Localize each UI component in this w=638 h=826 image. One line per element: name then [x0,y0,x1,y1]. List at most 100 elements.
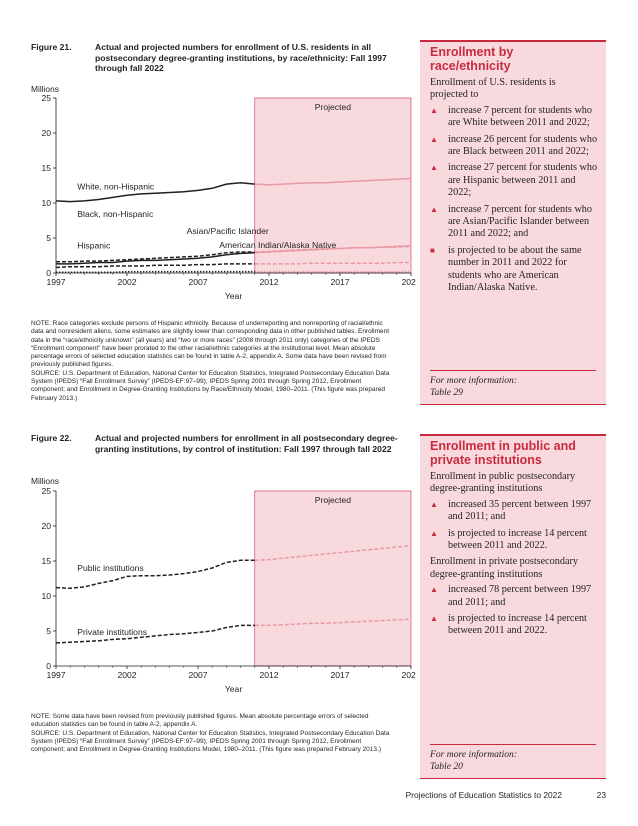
projected-region [254,97,412,274]
series-label-white-non-hispanic: White, non-Hispanic [77,182,155,192]
sidebar-2-title: Enrollment in public and private institu… [430,439,576,467]
triangle-up-icon: ▲ [430,528,438,538]
y-tick-label: 5 [46,233,51,243]
projected-label: Projected [315,102,352,112]
x-tick-label: 2007 [188,277,207,287]
list-item-text: increase 7 percent for students who are … [448,203,592,240]
list-item: ▲ is projected to increase 14 percent bet… [420,528,606,553]
sidebar-1-intro: Enrollment of U.S. residents is projecte… [430,77,556,101]
list-item: ▲ increased 35 percent between 1997 and 2… [420,499,606,524]
more-info-label: For more information: [430,375,518,386]
projected-label: Projected [315,495,352,505]
series-private-institutions-projected [254,618,412,627]
x-tick-label: 2022 [401,277,416,287]
series-public-institutions-actual [55,559,255,590]
series-black-non-hispanic-actual [56,251,255,263]
series-label-american-indian-alaska-native: American Indian/Alaska Native [219,240,336,250]
y-tick-label: 15 [41,556,51,566]
sidebar-2-public-intro: Enrollment in public postsecondary degre… [430,471,576,495]
sidebar-1-title: Enrollment by race/ethnicity [430,45,514,73]
sidebar-2-private-intro: Enrollment in private postsecondary degr… [430,556,578,580]
table-reference: Table 20 [430,760,463,772]
figure-21-units: Millions [31,84,59,94]
y-tick-label: 20 [41,128,51,138]
list-item: ▲ increased 78 percent between 1997 and 2… [420,584,606,609]
figure-22-units: Millions [31,476,59,486]
list-item: ■ is projected to be about the same numbe… [420,245,606,295]
square-icon: ■ [430,245,435,255]
triangle-up-icon: ▲ [430,614,438,624]
figure-21-title-text: Actual and projected numbers for enrollm… [95,42,387,74]
y-tick-label: 25 [41,486,51,496]
list-item: ▲ increase 27 percent for students who ar… [420,162,606,199]
y-tick-label: 5 [46,626,51,636]
sidebar-2-divider [430,744,596,745]
list-item-text: increase 7 percent for students who are … [448,104,592,129]
figure-21-chart: Projected 0 5 10 15 20 25 1997 2002 2007 2012 2017 2… [41,93,416,301]
list-item: ▲ is projected to increase 14 percent bet… [420,613,606,638]
figure-21-title: Figure 21. Actual and projected numbers … [31,42,411,76]
x-tick-label: 2012 [259,670,278,680]
figure-22-title: Figure 22. Actual and projected numbers … [31,433,411,467]
x-tick-label: 2002 [117,277,136,287]
series-american-indian-alaska-native-actual [56,270,255,274]
sidebar-1-divider [430,370,596,371]
series-label-public-institutions: Public institutions [77,563,143,573]
sidebar-1-more-info: For more information: Table 29 [430,375,517,398]
y-tick-label: 0 [46,268,51,278]
figure-22-note: NOTE: Some data have been revised from p… [31,713,393,754]
y-tick-label: 25 [41,93,51,103]
list-item-text: is projected to increase 14 percent betw… [448,613,587,637]
series-private-institutions-actual [55,624,255,644]
table-reference: Table 29 [430,386,463,398]
x-tick-label: 2007 [188,670,207,680]
figure-21-note-text: NOTE: Race categories exclude persons of… [31,320,390,369]
figure-21-source-text: SOURCE: U.S. Department of Education, Na… [31,369,390,402]
x-tick-label: 1997 [46,670,65,680]
x-tick-label: 2002 [117,670,136,680]
series-label-private-institutions: Private institutions [77,627,147,637]
y-tick-label: 0 [46,661,51,671]
sidebar-2-public-list: ▲ increased 35 percent between 1997 and 2… [420,499,606,553]
list-item: ▲ increase 7 percent for students who are… [420,105,606,130]
list-item-text: is projected to increase 14 percent betw… [448,527,587,552]
sidebar-2-more-info: For more information: Table 20 [430,749,517,772]
x-axis-label: Year [225,684,243,694]
figure-22-note-text: NOTE: Some data have been revised from p… [31,713,369,729]
series-label-black-non-hispanic: Black, non-Hispanic [77,209,154,219]
series-hispanic-projected [254,244,412,254]
x-tick-label: 1997 [46,277,65,287]
x-tick-label: 2017 [330,277,349,287]
triangle-up-icon: ▲ [430,585,438,595]
series-label-asian-pacific-islander: Asian/Pacific Islander [187,226,269,236]
series-asian-pacific-islander-actual [55,263,255,269]
projected-region [254,490,412,667]
y-tick-label: 10 [41,591,51,601]
list-item-text: increased 78 percent between 1997 and 20… [448,584,592,608]
figure-21-note: NOTE: Race categories exclude persons of… [31,320,393,403]
y-tick-label: 10 [41,198,51,208]
series-white-non-hispanic-projected [254,177,412,186]
list-item-text: is projected to be about the same number… [448,244,582,294]
series-hispanic-actual [56,251,255,265]
triangle-up-icon: ▲ [430,204,438,214]
list-item: ▲ increase 26 percent for students who ar… [420,134,606,159]
figure-22-source-text: SOURCE: U.S. Department of Education, Na… [31,729,390,754]
series-asian-pacific-islander-projected [254,261,411,265]
triangle-up-icon: ▲ [430,105,438,115]
page-number: 23 [596,790,606,800]
y-tick-label: 20 [41,521,51,531]
x-axis-label: Year [225,291,243,301]
x-tick-label: 2017 [330,670,349,680]
figure-22-chart: Projected 0 5 10 15 20 25 1997 2002 2007 2012 2017 2… [41,486,416,694]
y-tick-label: 15 [41,163,51,173]
series-public-institutions-projected [254,544,412,562]
sidebar-public-private: Enrollment in public and private institu… [420,434,606,779]
sidebar-2-private-list: ▲ increased 78 percent between 1997 and 2… [420,584,606,638]
triangle-up-icon: ▲ [430,163,438,173]
more-info-label: For more information: [430,749,518,760]
series-white-non-hispanic-actual [55,181,255,203]
sidebar-race-ethnicity: Enrollment by race/ethnicity Enrollment … [420,40,606,405]
list-item: ▲ increase 7 percent for students who are… [420,204,606,241]
figure-21-number: Figure 21. [31,42,72,52]
